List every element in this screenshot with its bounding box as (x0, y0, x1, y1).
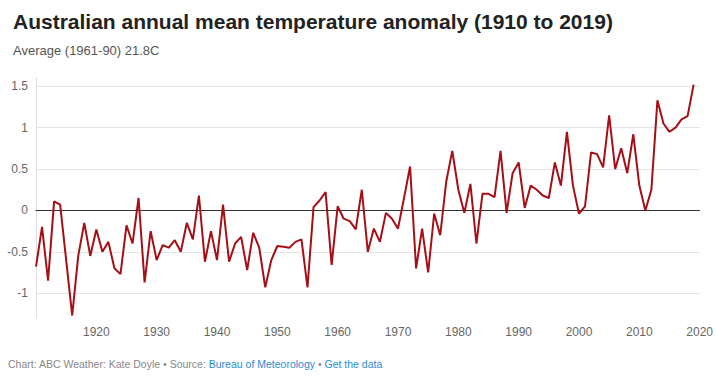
svg-text:-1: -1 (17, 286, 28, 300)
svg-text:-0.5: -0.5 (7, 245, 28, 259)
svg-text:1920: 1920 (83, 325, 110, 339)
svg-text:1.5: 1.5 (11, 79, 28, 93)
svg-text:1960: 1960 (324, 325, 351, 339)
svg-text:Australian annual mean tempera: Australian annual mean temperature anoma… (13, 10, 613, 33)
svg-text:1970: 1970 (385, 325, 412, 339)
svg-text:0.5: 0.5 (11, 162, 28, 176)
svg-text:2000: 2000 (566, 325, 593, 339)
svg-text:0: 0 (21, 203, 28, 217)
svg-text:1930: 1930 (143, 325, 170, 339)
svg-text:2020: 2020 (686, 325, 713, 339)
svg-text:1950: 1950 (264, 325, 291, 339)
svg-text:1990: 1990 (505, 325, 532, 339)
svg-text:1: 1 (21, 121, 28, 135)
svg-text:2010: 2010 (626, 325, 653, 339)
html-text:Chart: ABC Weather: Kate Doyle: Chart: ABC Weather: Kate Doyle • Source:… (8, 358, 383, 370)
svg-text:1940: 1940 (204, 325, 231, 339)
svg-text:1980: 1980 (445, 325, 472, 339)
svg-text:Average (1961-90) 21.8C: Average (1961-90) 21.8C (13, 43, 159, 58)
